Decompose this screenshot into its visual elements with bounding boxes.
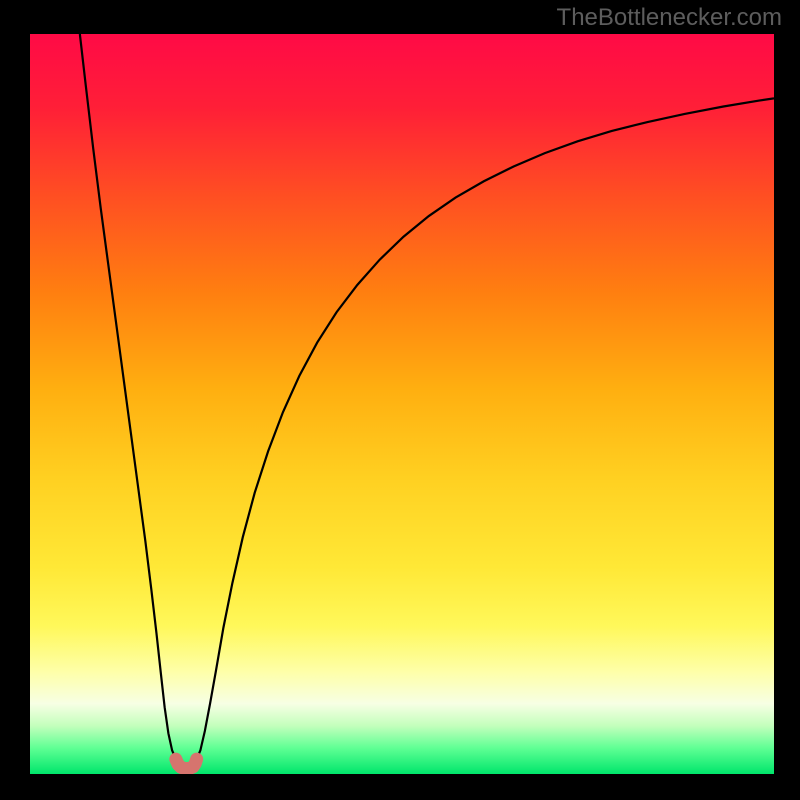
bottleneck-curve-left bbox=[80, 34, 176, 759]
bottleneck-curve-right bbox=[197, 98, 774, 759]
plot-area bbox=[30, 34, 774, 774]
dip-highlight bbox=[176, 759, 197, 768]
watermark-text: TheBottlenecker.com bbox=[557, 4, 782, 32]
curve-layer bbox=[30, 34, 774, 774]
